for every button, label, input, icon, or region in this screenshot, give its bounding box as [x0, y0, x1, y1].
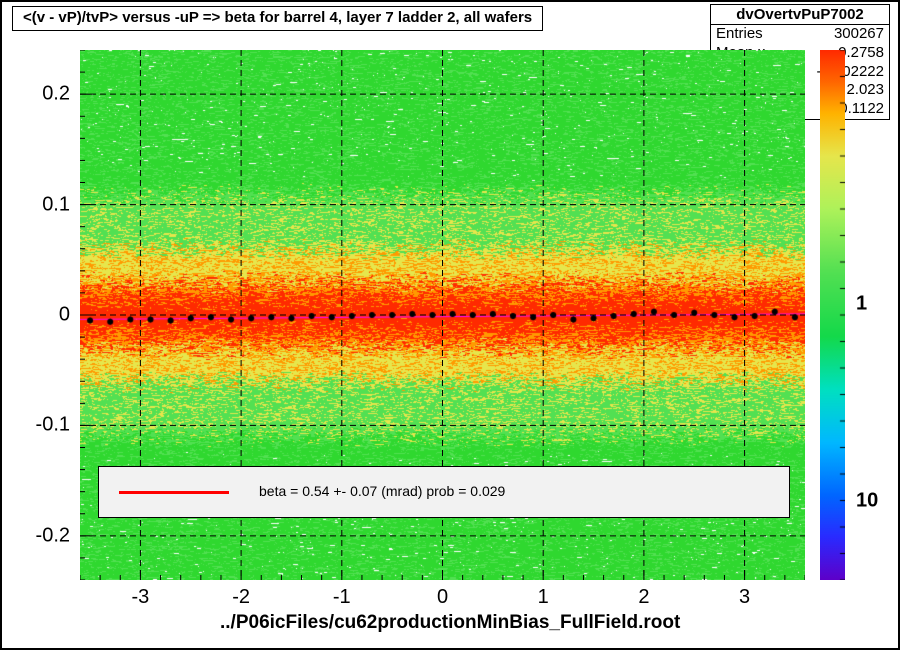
- legend-text: beta = 0.54 +- 0.07 (mrad) prob = 0.029: [259, 483, 505, 499]
- x-tick-label: -3: [132, 586, 150, 609]
- colorbar-tick-label: 1: [856, 293, 867, 316]
- stats-label: Entries: [716, 25, 763, 44]
- x-tick-label: 2: [638, 586, 649, 609]
- stats-entries: Entries 300267: [711, 25, 889, 44]
- x-tick-label: 3: [739, 586, 750, 609]
- y-tick-label: 0: [10, 304, 70, 327]
- stats-value: 0.1122: [839, 100, 884, 119]
- stats-name: dvOvertvPuP7002: [711, 5, 889, 25]
- stats-value: 2.023: [846, 81, 884, 100]
- y-tick-label: 0.2: [10, 83, 70, 106]
- x-tick-label: -2: [232, 586, 250, 609]
- legend-box: beta = 0.54 +- 0.07 (mrad) prob = 0.029: [98, 466, 790, 518]
- x-tick-label: 1: [538, 586, 549, 609]
- y-tick-label: -0.1: [10, 414, 70, 437]
- x-tick-label: 0: [437, 586, 448, 609]
- x-tick-label: -1: [333, 586, 351, 609]
- stats-value: 300267: [834, 25, 884, 44]
- x-axis-title: ../P06icFiles/cu62productionMinBias_Full…: [220, 612, 680, 634]
- plot-title: <(v - vP)/tvP> versus -uP => beta for ba…: [12, 6, 543, 31]
- colorbar: [820, 50, 845, 580]
- colorbar-tick-label: 10: [856, 489, 878, 512]
- legend-line-sample: [119, 491, 229, 494]
- y-tick-label: -0.2: [10, 524, 70, 547]
- y-tick-label: 0.1: [10, 193, 70, 216]
